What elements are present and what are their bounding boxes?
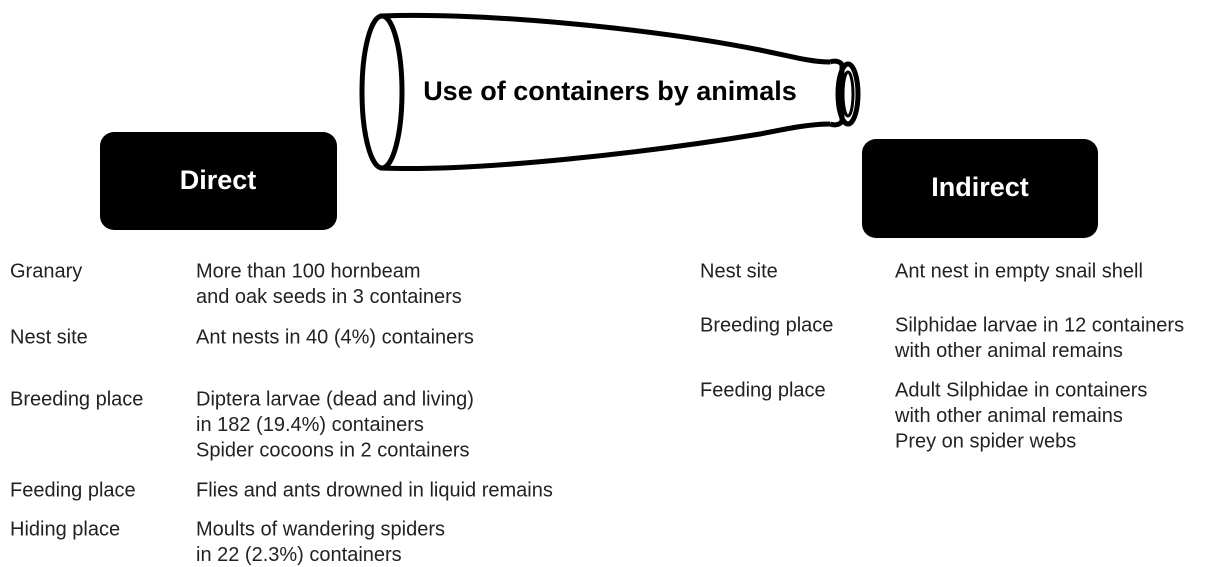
title: Use of containers by animals: [423, 76, 797, 106]
row-description: More than 100 hornbeam: [196, 260, 421, 282]
row-label: Hiding place: [10, 518, 120, 540]
row-label: Nest site: [700, 260, 778, 282]
row-label: Feeding place: [10, 479, 136, 501]
diagram: Use of containers by animals Direct Indi…: [0, 0, 1212, 567]
bottle-mouth-inner: [843, 72, 853, 116]
row-description: in 22 (2.3%) containers: [196, 544, 402, 566]
row-description: Ant nest in empty snail shell: [895, 260, 1143, 282]
row-description: with other animal remains: [894, 340, 1123, 362]
row-description: Prey on spider webs: [895, 430, 1076, 452]
row-description: Diptera larvae (dead and living): [196, 388, 474, 410]
direct-header: Direct: [180, 165, 257, 195]
row-label: Breeding place: [700, 314, 833, 336]
row-description: Moults of wandering spiders: [196, 518, 445, 540]
row-description: Flies and ants drowned in liquid remains: [196, 479, 553, 501]
row-label: Nest site: [10, 326, 88, 348]
row-description: Spider cocoons in 2 containers: [196, 439, 470, 461]
row-label: Granary: [10, 260, 82, 282]
row-label: Feeding place: [700, 379, 826, 401]
bottle-base: [362, 16, 402, 168]
row-description: Adult Silphidae in containers: [895, 379, 1147, 401]
row-description: Silphidae larvae in 12 containers: [895, 314, 1184, 336]
row-description: in 182 (19.4%) containers: [196, 414, 424, 436]
indirect-header: Indirect: [931, 172, 1029, 202]
row-label: Breeding place: [10, 388, 143, 410]
row-description: Ant nests in 40 (4%) containers: [196, 326, 474, 348]
row-description: with other animal remains: [894, 405, 1123, 427]
row-description: and oak seeds in 3 containers: [196, 286, 462, 308]
